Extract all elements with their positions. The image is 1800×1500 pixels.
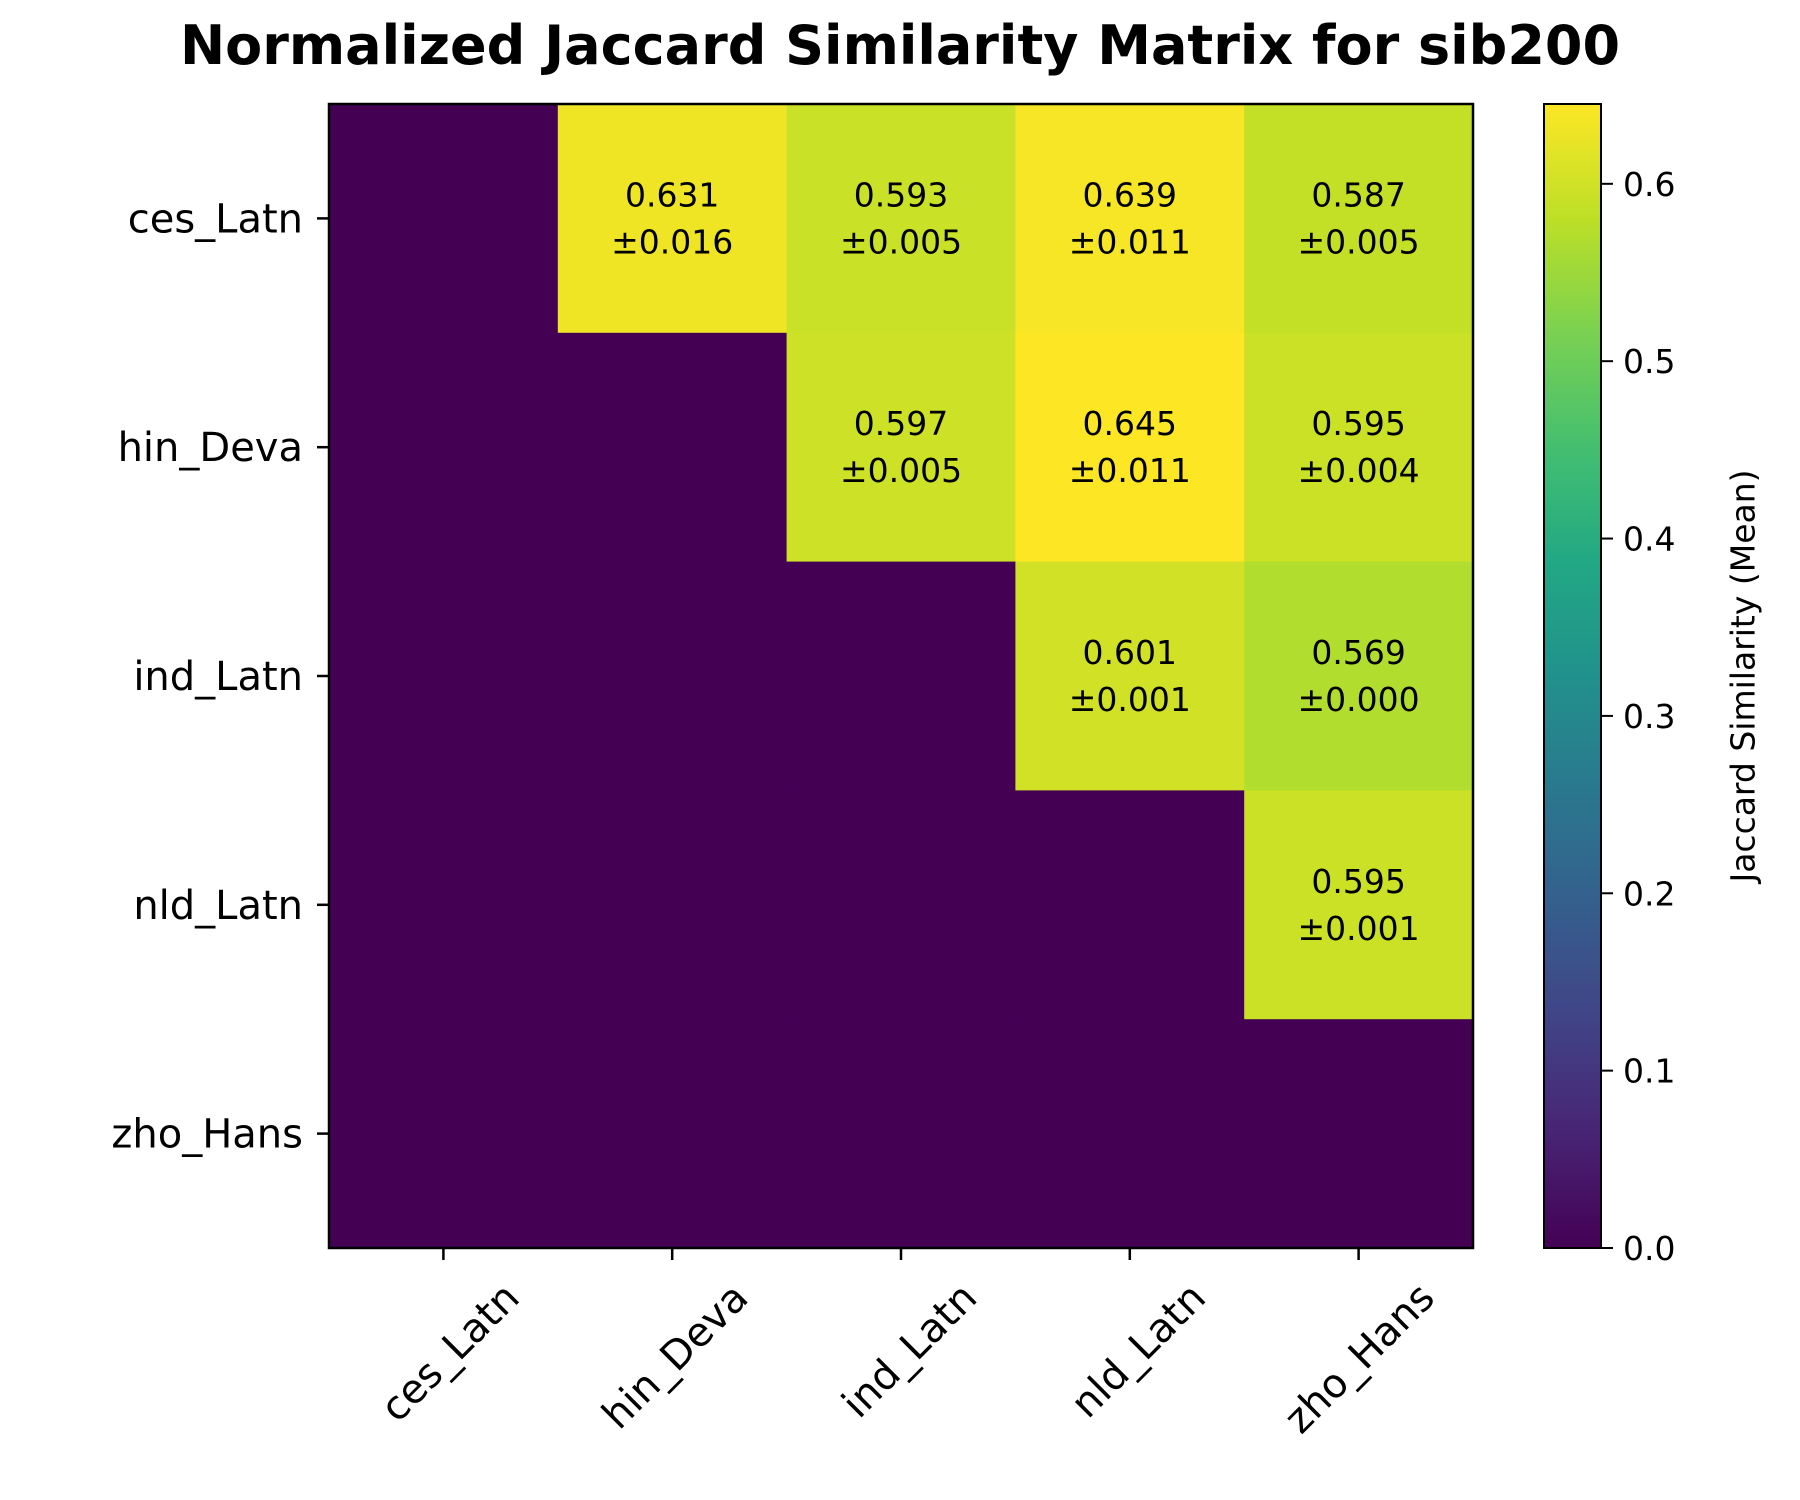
heatmap-cell-ces_Latn-hin_Deva (557, 104, 788, 334)
heatmap-cells (329, 104, 1474, 1249)
heatmap-cell-ind_Latn-ind_Latn (786, 561, 1016, 791)
cell-error-label: ±0.001 (1298, 909, 1420, 948)
cell-value-label: 0.595 (1311, 404, 1405, 443)
cell-value-label: 0.569 (1311, 633, 1405, 672)
heatmap-cell-ces_Latn-nld_Latn (1015, 104, 1245, 334)
heatmap-cell-zho_Hans-hin_Deva (557, 1019, 788, 1249)
heatmap-cell-ind_Latn-zho_Hans (1244, 561, 1474, 791)
y-axis: ces_Latn hin_Deva ind_Latn nld_Latn zho_Hans (111, 196, 329, 1158)
heatmap-cell-nld_Latn-ces_Latn (329, 790, 559, 1020)
cell-error-label: ±0.004 (1298, 451, 1420, 490)
heatmap-cell-nld_Latn-nld_Latn (1015, 790, 1245, 1020)
colorbar-gradient (1544, 104, 1601, 1248)
cell-value-label: 0.595 (1311, 862, 1405, 901)
heatmap-cell-ind_Latn-ces_Latn (329, 561, 559, 791)
cell-error-label: ±0.011 (1069, 451, 1191, 490)
x-tick-label: zho_Hans (1276, 1275, 1444, 1443)
heatmap-cell-hin_Deva-hin_Deva (557, 332, 788, 563)
cell-value-label: 0.639 (1083, 175, 1177, 214)
y-tick-label: hin_Deva (118, 425, 303, 471)
heatmap-cell-hin_Deva-ces_Latn (329, 332, 559, 563)
heatmap-cell-ind_Latn-nld_Latn (1015, 561, 1245, 791)
cell-error-label: ±0.005 (1298, 222, 1420, 261)
heatmap-cell-ces_Latn-ind_Latn (786, 104, 1016, 334)
colorbar: 0.0 0.1 0.2 0.3 0.4 0.5 0.6 Jaccard Similarity… (1543, 103, 1763, 1268)
x-tick-label: ind_Latn (834, 1275, 987, 1428)
colorbar-tick-label: 0.3 (1623, 697, 1675, 736)
x-tick-label: ces_Latn (372, 1275, 528, 1431)
heatmap-cell-ind_Latn-hin_Deva (557, 561, 788, 791)
colorbar-tick-label: 0.6 (1623, 165, 1675, 204)
heatmap-cell-zho_Hans-zho_Hans (1244, 1019, 1474, 1249)
colorbar-ticks: 0.0 0.1 0.2 0.3 0.4 0.5 0.6 (1601, 165, 1675, 1268)
colorbar-tick-label: 0.2 (1623, 874, 1675, 913)
heatmap-cell-hin_Deva-zho_Hans (1244, 332, 1474, 563)
cell-error-label: ±0.001 (1069, 680, 1191, 719)
y-tick-label: ces_Latn (128, 196, 303, 242)
cell-value-label: 0.645 (1083, 404, 1177, 443)
cell-value-label: 0.597 (854, 404, 948, 443)
x-tick-label: hin_Deva (594, 1275, 758, 1439)
x-tick-label: nld_Latn (1062, 1275, 1215, 1428)
heatmap-cell-nld_Latn-ind_Latn (786, 790, 1016, 1020)
heatmap-cell-zho_Hans-ces_Latn (329, 1019, 559, 1249)
heatmap-cell-hin_Deva-ind_Latn (786, 332, 1016, 563)
chart-title: Normalized Jaccard Similarity Matrix for… (179, 14, 1621, 77)
cell-value-label: 0.587 (1311, 175, 1405, 214)
colorbar-frame (1543, 103, 1602, 1249)
cell-error-label: ±0.016 (611, 222, 733, 261)
heatmap-cell-nld_Latn-zho_Hans (1244, 790, 1474, 1020)
cell-error-label: ±0.005 (840, 451, 962, 490)
colorbar-tick-label: 0.4 (1623, 520, 1675, 559)
colorbar-tick-label: 0.1 (1623, 1052, 1675, 1091)
y-tick-label: zho_Hans (111, 1112, 303, 1158)
cell-error-label: ±0.011 (1069, 222, 1191, 261)
heatmap-cell-zho_Hans-ind_Latn (786, 1019, 1016, 1249)
heatmap-cell-labels: 0.631 ±0.016 0.593 ±0.005 0.639 ±0.011 0.587 ±0… (611, 175, 1420, 947)
colorbar-label: Jaccard Similarity (Mean) (1724, 469, 1763, 884)
cell-error-label: ±0.005 (840, 222, 962, 261)
cell-value-label: 0.593 (854, 175, 948, 214)
cell-error-label: ±0.000 (1298, 680, 1420, 719)
y-tick-label: ind_Latn (133, 654, 303, 700)
heatmap-cell-ces_Latn-zho_Hans (1244, 104, 1474, 334)
cell-value-label: 0.631 (625, 175, 719, 214)
colorbar-tick-label: 0.5 (1623, 342, 1675, 381)
y-tick-label: nld_Latn (133, 883, 303, 929)
heatmap-cell-zho_Hans-nld_Latn (1015, 1019, 1245, 1249)
heatmap-cell-nld_Latn-hin_Deva (557, 790, 788, 1020)
heatmap-cell-ces_Latn-ces_Latn (329, 104, 559, 334)
x-axis: ces_Latn hin_Deva ind_Latn nld_Latn zho_Hans (372, 1248, 1444, 1443)
heatmap-cell-hin_Deva-nld_Latn (1015, 332, 1245, 563)
colorbar-tick-label: 0.0 (1623, 1229, 1675, 1268)
cell-value-label: 0.601 (1083, 633, 1177, 672)
